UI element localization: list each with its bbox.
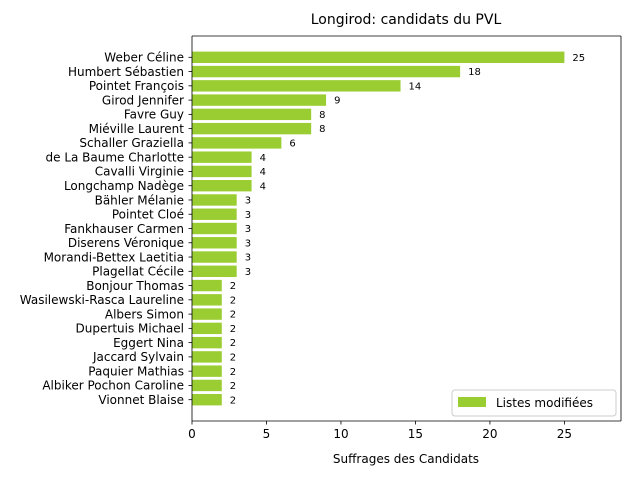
bar xyxy=(192,394,222,406)
bar-value-label: 2 xyxy=(230,367,236,378)
y-tick-label: Dupertuis Michael xyxy=(76,322,184,336)
x-axis-label: Suffrages des Candidats xyxy=(333,452,479,466)
bar-value-label: 6 xyxy=(289,139,295,150)
bar-value-label: 3 xyxy=(245,267,251,278)
bar-value-label: 4 xyxy=(260,181,266,192)
y-tick-label: Plagellat Cécile xyxy=(92,265,184,279)
bar xyxy=(192,194,237,206)
y-tick-label: Morandi-Bettex Laetitia xyxy=(44,250,184,264)
bar xyxy=(192,208,237,220)
bar-value-label: 8 xyxy=(319,110,325,121)
y-tick-label: Wasilewski-Rasca Laureline xyxy=(20,293,184,307)
y-tick-label: Jaccard Sylvain xyxy=(92,350,184,364)
bar-value-label: 2 xyxy=(230,395,236,406)
y-tick-label: Pointet Cloé xyxy=(112,208,184,222)
y-tick-label: Paquier Mathias xyxy=(88,364,184,378)
bar xyxy=(192,265,237,277)
bar-value-label: 3 xyxy=(245,210,251,221)
y-tick-label: Albers Simon xyxy=(105,307,184,321)
bar xyxy=(192,336,222,349)
bar-value-label: 2 xyxy=(230,324,236,335)
bar-value-label: 9 xyxy=(334,96,340,107)
bar xyxy=(192,294,222,306)
bar-value-label: 2 xyxy=(230,310,236,321)
x-tick-label: 15 xyxy=(408,427,423,441)
bar xyxy=(192,65,461,78)
bar-value-label: 4 xyxy=(260,167,266,178)
y-tick-label: de La Baume Charlotte xyxy=(46,150,185,164)
bar xyxy=(192,237,237,249)
y-tick-label: Eggert Nina xyxy=(113,336,184,350)
bar xyxy=(192,80,401,92)
legend: Listes modifiées xyxy=(451,389,617,417)
bar-value-label: 2 xyxy=(230,353,236,364)
y-tick-label: Cavalli Virginie xyxy=(95,165,184,179)
y-tick-label: Humbert Sébastien xyxy=(68,65,184,79)
y-tick-label: Vionnet Blaise xyxy=(98,393,184,407)
x-tick-label: 0 xyxy=(188,427,196,441)
bar-value-label: 14 xyxy=(409,81,422,92)
y-tick-label: Miéville Laurent xyxy=(89,122,185,136)
bar xyxy=(192,108,312,121)
bar xyxy=(192,251,237,263)
bar-value-label: 3 xyxy=(245,196,251,207)
bar xyxy=(192,122,312,135)
bar-value-label: 2 xyxy=(230,281,236,292)
legend-label: Listes modifiées xyxy=(496,396,593,410)
chart-title: Longirod: candidats du PVL xyxy=(311,12,502,28)
x-tick-label: 20 xyxy=(482,427,497,441)
bar-value-label: 3 xyxy=(245,253,251,264)
bar xyxy=(192,137,282,149)
x-tick-label: 25 xyxy=(557,427,572,441)
bar-value-label: 18 xyxy=(468,67,481,78)
y-tick-label: Girod Jennifer xyxy=(102,93,184,107)
y-tick-label: Diserens Véronique xyxy=(68,236,184,250)
bar-value-label: 3 xyxy=(245,224,251,235)
bar xyxy=(192,180,252,192)
y-tick-label: Weber Céline xyxy=(104,51,184,65)
bar-value-label: 2 xyxy=(230,381,236,392)
bar xyxy=(192,322,222,335)
bar-value-label: 4 xyxy=(260,153,266,164)
bar xyxy=(192,308,222,320)
legend-swatch xyxy=(458,397,486,407)
bar xyxy=(192,365,222,377)
x-tick-label: 5 xyxy=(263,427,271,441)
y-tick-label: Favre Guy xyxy=(124,108,184,122)
bar xyxy=(192,151,252,163)
bar xyxy=(192,279,222,292)
bar-value-label: 25 xyxy=(572,53,585,64)
y-tick-label: Bonjour Thomas xyxy=(86,279,184,293)
bar-value-label: 3 xyxy=(245,238,251,249)
bar xyxy=(192,379,222,392)
bar-value-label: 8 xyxy=(319,124,325,135)
y-tick-label: Longchamp Nadège xyxy=(64,179,184,193)
y-tick-label: Schaller Graziella xyxy=(79,136,184,150)
bar xyxy=(192,351,222,363)
bar-value-label: 2 xyxy=(230,338,236,349)
y-tick-label: Bähler Mélanie xyxy=(95,193,184,207)
bar xyxy=(192,165,252,178)
y-tick-label: Albiker Pochon Caroline xyxy=(42,379,184,393)
y-tick-label: Pointet François xyxy=(89,79,184,93)
y-tick-label: Fankhauser Carmen xyxy=(64,222,184,236)
bar-value-label: 2 xyxy=(230,295,236,306)
bar xyxy=(192,222,237,235)
bar xyxy=(192,51,565,63)
x-tick-label: 10 xyxy=(333,427,348,441)
legend-frame xyxy=(451,389,617,417)
bar xyxy=(192,94,327,106)
